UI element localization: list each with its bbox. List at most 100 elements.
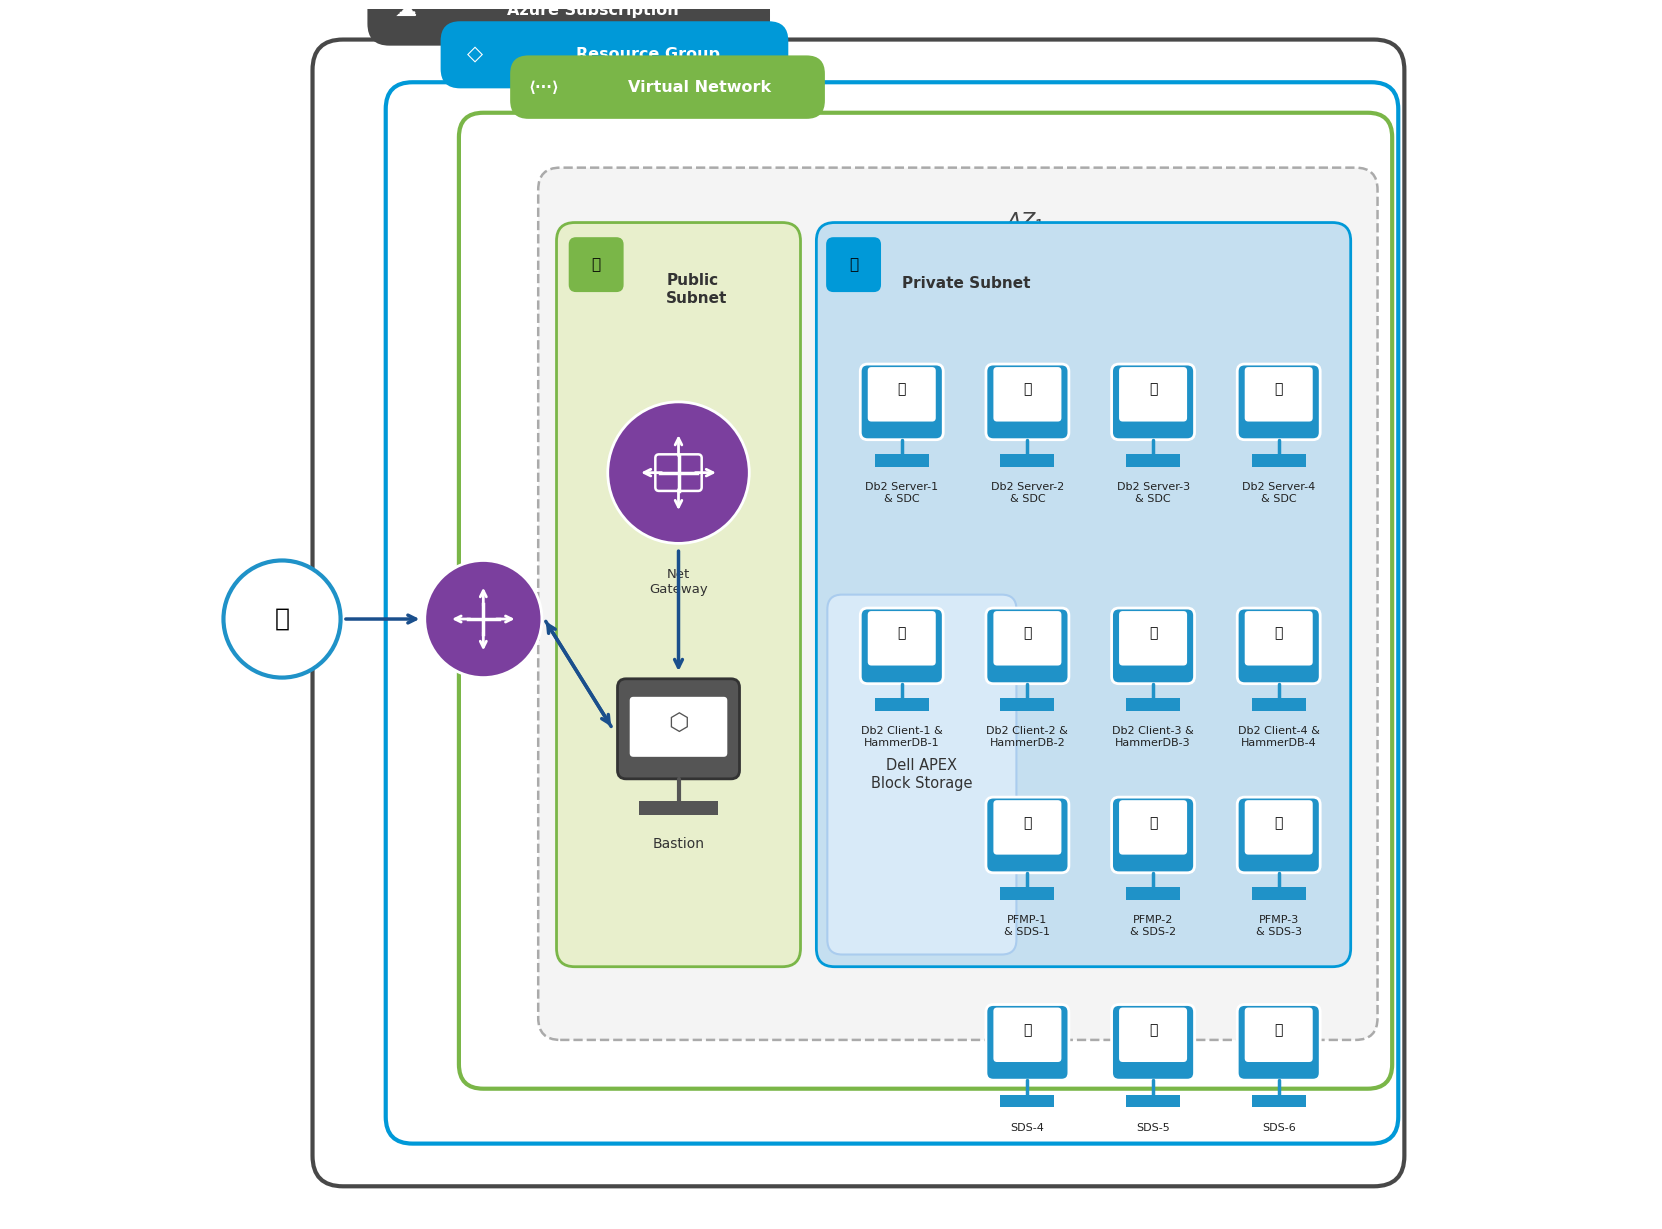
FancyBboxPatch shape xyxy=(816,222,1351,967)
FancyBboxPatch shape xyxy=(986,798,1069,873)
Bar xyxy=(1251,887,1306,900)
FancyBboxPatch shape xyxy=(1237,364,1320,440)
FancyBboxPatch shape xyxy=(994,1008,1062,1062)
FancyBboxPatch shape xyxy=(861,608,944,683)
FancyBboxPatch shape xyxy=(1112,798,1195,873)
Text: PFMP-3
& SDS-3: PFMP-3 & SDS-3 xyxy=(1256,916,1301,936)
Text: PFMP-2
& SDS-2: PFMP-2 & SDS-2 xyxy=(1130,916,1177,936)
Text: 🔒: 🔒 xyxy=(849,257,858,272)
Text: ⬡: ⬡ xyxy=(668,712,688,736)
Text: Db2 Client-4 &
HammerDB-4: Db2 Client-4 & HammerDB-4 xyxy=(1238,726,1320,748)
FancyBboxPatch shape xyxy=(1237,798,1320,873)
Text: Db2 Client-3 &
HammerDB-3: Db2 Client-3 & HammerDB-3 xyxy=(1112,726,1193,748)
FancyBboxPatch shape xyxy=(312,39,1404,1186)
Bar xyxy=(1251,455,1306,467)
FancyBboxPatch shape xyxy=(826,237,881,293)
FancyBboxPatch shape xyxy=(510,55,824,119)
Text: ☁: ☁ xyxy=(396,0,417,20)
Bar xyxy=(1251,1095,1306,1107)
Text: Resource Group: Resource Group xyxy=(577,47,720,63)
Text: Db2 Server-2
& SDC: Db2 Server-2 & SDC xyxy=(991,483,1064,504)
Text: Db2 Client-2 &
HammerDB-2: Db2 Client-2 & HammerDB-2 xyxy=(987,726,1069,748)
Text: Dell APEX
Block Storage: Dell APEX Block Storage xyxy=(871,758,972,790)
Text: 👥: 👥 xyxy=(274,607,289,630)
FancyBboxPatch shape xyxy=(1245,611,1313,666)
Bar xyxy=(1001,887,1054,900)
FancyBboxPatch shape xyxy=(861,364,944,440)
Circle shape xyxy=(608,402,750,543)
Text: Public
Subnet: Public Subnet xyxy=(666,273,728,306)
FancyBboxPatch shape xyxy=(538,167,1378,1040)
FancyBboxPatch shape xyxy=(630,697,728,757)
Text: SDS-4: SDS-4 xyxy=(1010,1123,1044,1133)
Circle shape xyxy=(425,560,542,677)
Text: ◇: ◇ xyxy=(467,44,482,65)
Circle shape xyxy=(223,560,341,677)
Text: 🐧: 🐧 xyxy=(1148,627,1157,640)
Text: 🐧: 🐧 xyxy=(1024,816,1032,830)
Text: AZ$_1$: AZ$_1$ xyxy=(1006,210,1045,235)
FancyBboxPatch shape xyxy=(986,1004,1069,1080)
Text: 🐧: 🐧 xyxy=(1275,627,1283,640)
Text: Db2 Server-1
& SDC: Db2 Server-1 & SDC xyxy=(866,483,939,504)
Bar xyxy=(1127,698,1180,710)
FancyBboxPatch shape xyxy=(440,21,788,88)
Text: Virtual Network: Virtual Network xyxy=(628,80,771,95)
FancyBboxPatch shape xyxy=(1245,1008,1313,1062)
FancyBboxPatch shape xyxy=(986,608,1069,683)
Text: 🐧: 🐧 xyxy=(1275,382,1283,397)
Bar xyxy=(1127,887,1180,900)
Text: 🐧: 🐧 xyxy=(1024,627,1032,640)
FancyBboxPatch shape xyxy=(568,237,623,293)
FancyBboxPatch shape xyxy=(557,222,801,967)
Bar xyxy=(1001,698,1054,710)
Text: ⟨···⟩: ⟨···⟩ xyxy=(529,80,560,95)
Bar xyxy=(874,698,929,710)
FancyBboxPatch shape xyxy=(1112,608,1195,683)
FancyBboxPatch shape xyxy=(1237,608,1320,683)
Text: 🐧: 🐧 xyxy=(1148,382,1157,397)
FancyBboxPatch shape xyxy=(1245,800,1313,854)
Text: 🔒: 🔒 xyxy=(592,257,600,272)
Text: Db2 Server-3
& SDC: Db2 Server-3 & SDC xyxy=(1117,483,1190,504)
Text: Private Subnet: Private Subnet xyxy=(902,277,1030,291)
Text: Db2 Server-4
& SDC: Db2 Server-4 & SDC xyxy=(1242,483,1315,504)
FancyBboxPatch shape xyxy=(1119,800,1187,854)
Bar xyxy=(1127,1095,1180,1107)
Text: 🐧: 🐧 xyxy=(1148,816,1157,830)
FancyBboxPatch shape xyxy=(1119,611,1187,666)
FancyBboxPatch shape xyxy=(868,611,936,666)
Text: 🐧: 🐧 xyxy=(1148,1024,1157,1037)
Text: Net
Gateway: Net Gateway xyxy=(650,568,708,596)
Bar xyxy=(1251,698,1306,710)
FancyBboxPatch shape xyxy=(386,82,1398,1144)
FancyBboxPatch shape xyxy=(367,0,770,45)
Text: 🐧: 🐧 xyxy=(1024,382,1032,397)
FancyBboxPatch shape xyxy=(618,678,740,779)
FancyBboxPatch shape xyxy=(459,113,1393,1089)
Bar xyxy=(1001,1095,1054,1107)
Text: 🐧: 🐧 xyxy=(1275,1024,1283,1037)
Text: Bastion: Bastion xyxy=(653,837,705,852)
Text: 🐧: 🐧 xyxy=(897,382,906,397)
FancyBboxPatch shape xyxy=(1237,1004,1320,1080)
Text: Azure Subscription: Azure Subscription xyxy=(507,2,680,17)
Text: 🐧: 🐧 xyxy=(897,627,906,640)
FancyBboxPatch shape xyxy=(994,367,1062,422)
Text: PFMP-1
& SDS-1: PFMP-1 & SDS-1 xyxy=(1004,916,1050,936)
FancyBboxPatch shape xyxy=(828,595,1017,955)
FancyBboxPatch shape xyxy=(1119,367,1187,422)
FancyBboxPatch shape xyxy=(1245,367,1313,422)
FancyBboxPatch shape xyxy=(994,611,1062,666)
Bar xyxy=(874,455,929,467)
Bar xyxy=(1001,455,1054,467)
FancyBboxPatch shape xyxy=(986,364,1069,440)
FancyBboxPatch shape xyxy=(1119,1008,1187,1062)
FancyBboxPatch shape xyxy=(868,367,936,422)
Bar xyxy=(1127,455,1180,467)
Text: 🐧: 🐧 xyxy=(1275,816,1283,830)
FancyBboxPatch shape xyxy=(994,800,1062,854)
FancyBboxPatch shape xyxy=(1112,1004,1195,1080)
Text: SDS-5: SDS-5 xyxy=(1137,1123,1170,1133)
FancyBboxPatch shape xyxy=(1112,364,1195,440)
